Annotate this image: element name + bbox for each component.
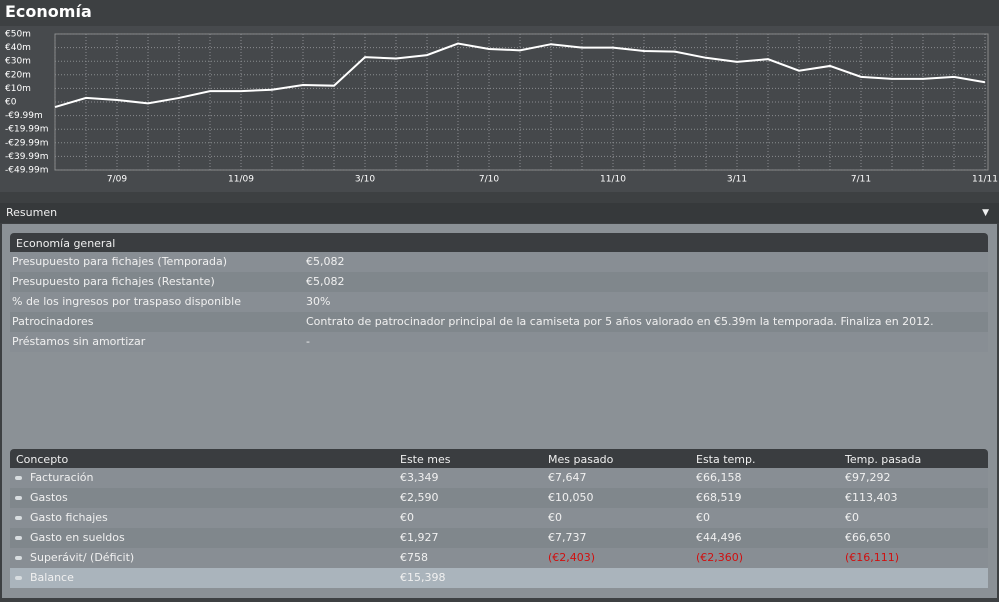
x-tick-label: 3/11: [727, 175, 747, 185]
row-value: -: [306, 335, 310, 348]
x-tick-label: 11/09: [228, 175, 254, 185]
table-row: % de los ingresos por traspaso disponibl…: [10, 292, 988, 312]
row-label: Gasto en sueldos: [30, 531, 125, 544]
y-tick-label: -€19.99m: [5, 125, 49, 135]
row-icon: [15, 556, 22, 560]
x-tick-label: 7/09: [107, 175, 127, 185]
y-tick-label: -€29.99m: [5, 138, 49, 148]
collapse-arrow[interactable]: ▼: [982, 208, 989, 218]
cell-value: €7,647: [548, 471, 587, 484]
cell-value: €97,292: [845, 471, 891, 484]
column-header: Concepto: [16, 453, 69, 466]
column-header: Temp. pasada: [845, 453, 922, 466]
column-header: Mes pasado: [548, 453, 614, 466]
balance-row[interactable]: Balance €15,398: [10, 568, 988, 588]
cell-value: €0: [696, 511, 710, 524]
cell-value: (€2,360): [696, 551, 744, 564]
table-body: Presupuesto para fichajes (Temporada) €5,…: [10, 252, 988, 352]
cell-value: €68,519: [696, 491, 742, 504]
row-icon: [15, 476, 22, 480]
header-title: Economía general: [16, 237, 116, 250]
table-row[interactable]: Gasto fichajes €0 €0 €0 €0: [10, 508, 988, 528]
cell-value: €3,349: [400, 471, 439, 484]
table-row: Presupuesto para fichajes (Restante) €5,0…: [10, 272, 988, 292]
cell-value: (€2,403): [548, 551, 596, 564]
cell-value: €2,590: [400, 491, 439, 504]
row-label: Gasto fichajes: [30, 511, 108, 524]
y-tick-label: €30m: [5, 57, 31, 67]
row-label: Superávit/ (Déficit): [30, 551, 135, 564]
cell-value: €0: [400, 511, 414, 524]
cell-value: €758: [400, 551, 428, 564]
cell-value: €66,650: [845, 531, 891, 544]
table-row: Patrocinadores Contrato de patrocinador p…: [10, 312, 988, 332]
y-tick-label: -€9.99m: [5, 111, 43, 121]
row-icon: [15, 536, 22, 540]
cell-value: €0: [845, 511, 859, 524]
row-icon: [15, 576, 22, 580]
row-icon: [15, 516, 22, 520]
y-tick-label: €10m: [5, 84, 31, 94]
y-tick-label: €40m: [5, 43, 31, 53]
cell-value: €66,158: [696, 471, 742, 484]
y-tick-label: -€49.99m: [5, 166, 49, 176]
cell-value: €15,398: [400, 571, 446, 584]
column-header: Esta temp.: [696, 453, 756, 466]
panel: Economía general Presupuesto para fichaje…: [2, 224, 997, 598]
x-tick-label: 3/10: [355, 175, 375, 185]
row-value: 30%: [306, 295, 331, 308]
table-row: Préstamos sin amortizar -: [10, 332, 988, 352]
plot-area: [54, 33, 989, 171]
section-header[interactable]: Resumen ▼: [0, 203, 999, 223]
y-tick-label: €20m: [5, 70, 31, 80]
line: [54, 42, 986, 108]
row-label: Patrocinadores: [12, 315, 94, 328]
x-tick-label: 11/10: [600, 175, 626, 185]
table-row[interactable]: Superávit/ (Déficit) €758 (€2,403) (€2,360)…: [10, 548, 988, 568]
row-label: Gastos: [30, 491, 68, 504]
row-label: % de los ingresos por traspaso disponibl…: [12, 295, 241, 308]
y-tick-label: -€39.99m: [5, 152, 49, 162]
finance-table: Concepto Este mes Mes pasado Esta temp. Temp…: [10, 449, 988, 588]
row-value: Contrato de patrocinador principal de la…: [306, 315, 934, 328]
cell-value: €113,403: [845, 491, 898, 504]
table-row: Presupuesto para fichajes (Temporada) €5,…: [10, 252, 988, 272]
cell-value: (€16,111): [845, 551, 900, 564]
y-tick-label: €0: [5, 98, 17, 108]
screen-title: Economía: [5, 2, 92, 21]
row-value: €5,082: [306, 275, 345, 288]
table-row[interactable]: Facturación €3,349 €7,647 €66,158 €97,292: [10, 468, 988, 488]
cell-value: €7,737: [548, 531, 587, 544]
cell-value: €1,927: [400, 531, 439, 544]
column-header: Este mes: [400, 453, 451, 466]
general-table: Economía general Presupuesto para fichaje…: [10, 233, 988, 352]
x-tick-label: 11/11: [972, 175, 998, 185]
table-body: Facturación €3,349 €7,647 €66,158 €97,292 Gas…: [10, 468, 988, 588]
chart: €50m €40m €30m €20m €10m €0 -€9.99m -€19.99m -€2…: [0, 26, 999, 192]
x-tick-label: 7/10: [479, 175, 499, 185]
cell-value: €0: [548, 511, 562, 524]
y-tick-label: €50m: [5, 30, 31, 40]
cell-value: €10,050: [548, 491, 594, 504]
table-row[interactable]: Gastos €2,590 €10,050 €68,519 €113,403: [10, 488, 988, 508]
x-tick-label: 7/11: [851, 175, 871, 185]
row-label: Facturación: [30, 471, 94, 484]
row-label: Balance: [30, 571, 74, 584]
section-title: Resumen: [6, 206, 58, 219]
cell-value: €44,496: [696, 531, 742, 544]
table-row[interactable]: Gasto en sueldos €1,927 €7,737 €44,496 €66,6…: [10, 528, 988, 548]
row-label: Préstamos sin amortizar: [12, 335, 146, 348]
row-label: Presupuesto para fichajes (Restante): [12, 275, 215, 288]
row-label: Presupuesto para fichajes (Temporada): [12, 255, 228, 268]
row-icon: [15, 496, 22, 500]
table-header: Concepto Este mes Mes pasado Esta temp. Temp…: [10, 449, 988, 468]
table-header: Economía general: [10, 233, 988, 252]
row-value: €5,082: [306, 255, 345, 268]
